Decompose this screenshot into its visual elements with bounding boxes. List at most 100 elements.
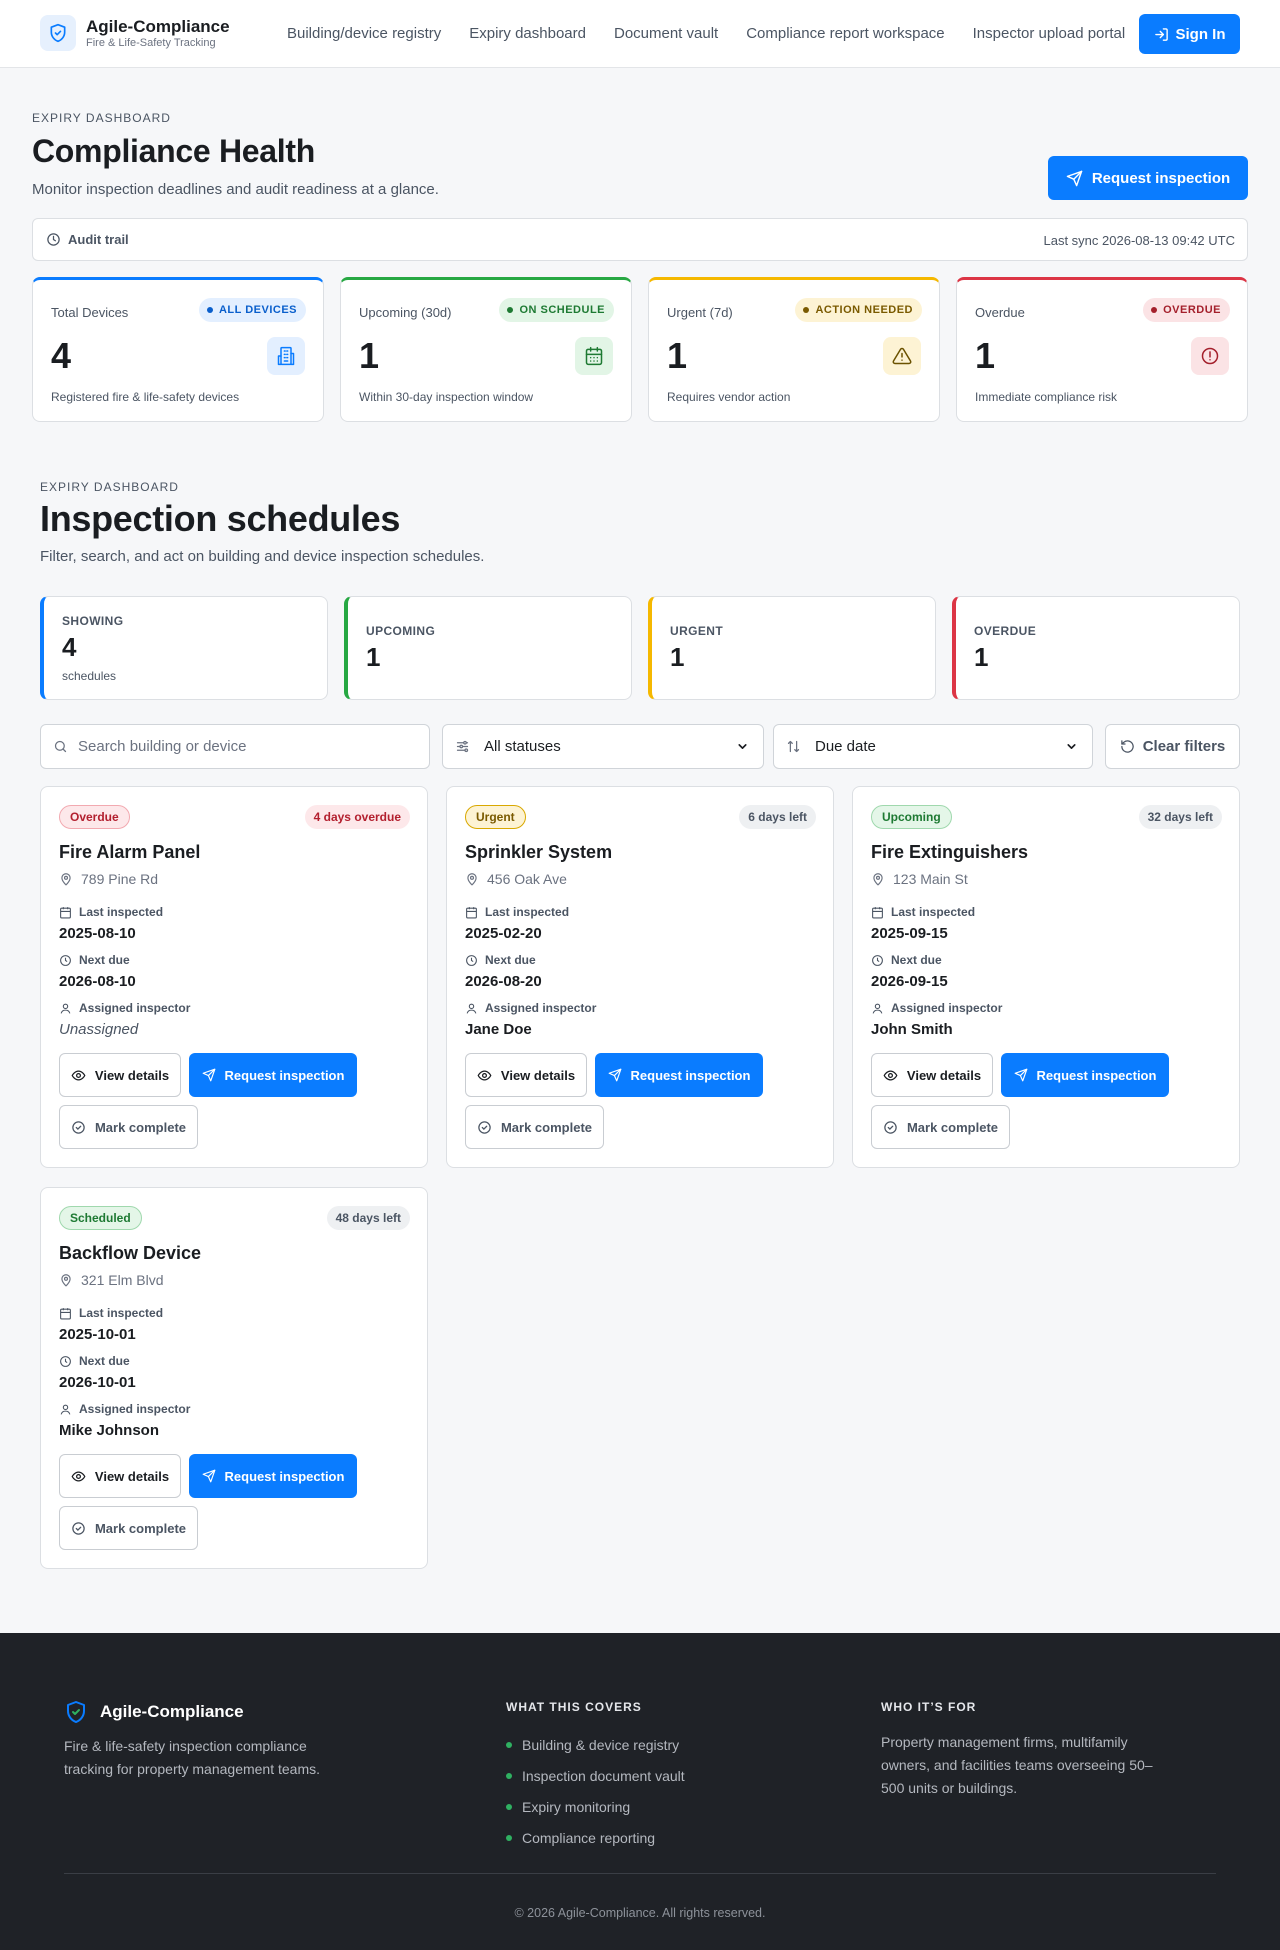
map-pin-icon [467, 873, 477, 886]
user-icon [60, 1404, 71, 1415]
next-due-value: 2026-09-15 [871, 973, 948, 990]
clear-filters-label: Clear filters [1142, 738, 1226, 755]
kpi-label: Overdue [975, 305, 1025, 320]
request-inspection-button[interactable]: Request inspection [189, 1454, 357, 1498]
kpi-label: Urgent (7d) [667, 305, 733, 320]
request-inspection-button[interactable]: Request inspection [189, 1053, 357, 1097]
status-badge: ACTION NEEDED [795, 298, 922, 322]
card-address: 321 Elm Blvd [59, 1272, 163, 1288]
inspector-label: Assigned inspector [871, 1001, 1002, 1015]
next-due-label: Next due [465, 953, 536, 967]
kpi-description: Requires vendor action [667, 390, 791, 404]
stat-card-overdue: OVERDUE 1 [952, 596, 1240, 700]
inspector-value: Unassigned [59, 1021, 139, 1038]
page-title: Compliance Health [32, 133, 315, 169]
sort-select[interactable]: Due date [773, 724, 1093, 769]
days-badge: 4 days overdue [304, 805, 410, 829]
request-inspection-label: Request inspection [1091, 169, 1231, 187]
nav-link-inspector-portal[interactable]: Inspector upload portal [972, 25, 1126, 42]
status-badge: Upcoming [871, 805, 952, 829]
search-placeholder: Search building or device [78, 738, 247, 755]
status-badge: ALL DEVICES [198, 298, 306, 322]
status-badge: Overdue [59, 805, 130, 829]
inspector-value: John Smith [871, 1021, 953, 1038]
last-inspected-label: Last inspected [465, 905, 569, 919]
clear-filters-button[interactable]: Clear filters [1105, 724, 1240, 769]
stat-value: 1 [366, 642, 381, 672]
last-inspected-value: 2025-02-20 [465, 925, 542, 942]
mark-complete-button[interactable]: Mark complete [59, 1105, 198, 1149]
kpi-value: 1 [975, 335, 996, 376]
view-details-button[interactable]: View details [59, 1454, 181, 1498]
request-inspection-button[interactable]: Request inspection [595, 1053, 763, 1097]
stat-label: UPCOMING [366, 624, 436, 638]
schedule-card: Overdue 4 days overdue Fire Alarm Panel … [40, 786, 428, 1168]
last-inspected-value: 2025-10-01 [59, 1326, 136, 1343]
check-circle-icon [72, 1521, 85, 1535]
card-title: Fire Alarm Panel [59, 842, 201, 862]
audit-trail-label: Audit trail [68, 232, 129, 247]
request-inspection-button[interactable]: Request inspection [1001, 1053, 1169, 1097]
stat-sub: schedules [62, 669, 117, 683]
user-icon [60, 1003, 71, 1014]
page-subtitle: Monitor inspection deadlines and audit r… [32, 181, 439, 198]
audit-trail-link[interactable]: Audit trail [46, 232, 129, 247]
sign-in-icon [1154, 27, 1168, 41]
chevron-down-icon [738, 744, 747, 749]
sign-in-button[interactable]: Sign In [1139, 14, 1240, 54]
nav-link-document-vault[interactable]: Document vault [613, 25, 719, 42]
last-sync-text: Last sync 2026-08-13 09:42 UTC [1043, 233, 1236, 248]
eye-icon [71, 1470, 86, 1482]
kpi-card-urgent: Urgent (7d) ACTION NEEDED 1 Requires ven… [648, 277, 940, 422]
nav-link-registry[interactable]: Building/device registry [287, 25, 442, 42]
nav-link-report-workspace[interactable]: Compliance report workspace [746, 25, 945, 42]
clock-icon [872, 954, 883, 966]
days-badge: 32 days left [1138, 805, 1222, 829]
search-icon [54, 740, 67, 753]
mark-complete-button[interactable]: Mark complete [59, 1506, 198, 1550]
brand-name: Agile-Compliance [86, 16, 230, 36]
brand[interactable]: Agile-Compliance Fire & Life-Safety Trac… [40, 15, 230, 51]
card-address: 789 Pine Rd [59, 871, 158, 887]
shield-check-icon [67, 1701, 85, 1723]
view-details-button[interactable]: View details [465, 1053, 587, 1097]
send-icon [608, 1068, 621, 1082]
request-inspection-button[interactable]: Request inspection [1048, 156, 1248, 200]
next-due-label: Next due [871, 953, 942, 967]
top-navbar: Agile-Compliance Fire & Life-Safety Trac… [0, 0, 1280, 68]
calendar-icon [60, 1307, 71, 1319]
send-icon [1066, 170, 1083, 186]
schedules-subtitle: Filter, search, and act on building and … [40, 548, 485, 565]
audit-trail-bar: Audit trail Last sync 2026-08-13 09:42 U… [32, 218, 1248, 261]
stat-label: OVERDUE [974, 624, 1037, 638]
last-inspected-label: Last inspected [871, 905, 975, 919]
footer-divider [64, 1873, 1216, 1874]
list-item: Building & device registry [506, 1729, 685, 1760]
stat-card-showing: SHOWING 4 schedules [40, 596, 328, 700]
view-details-button[interactable]: View details [871, 1053, 993, 1097]
calendar-icon [575, 337, 613, 375]
shield-check-icon [40, 15, 76, 51]
search-input[interactable]: Search building or device [40, 724, 430, 769]
kpi-card-total-devices: Total Devices ALL DEVICES 4 Registered f… [32, 277, 324, 422]
stat-value: 1 [974, 642, 989, 672]
mark-complete-button[interactable]: Mark complete [871, 1105, 1010, 1149]
view-details-button[interactable]: View details [59, 1053, 181, 1097]
list-item: Expiry monitoring [506, 1791, 685, 1822]
stat-value: 1 [670, 642, 685, 672]
mark-complete-button[interactable]: Mark complete [465, 1105, 604, 1149]
clock-icon [60, 1355, 71, 1367]
clock-icon [60, 954, 71, 966]
warning-icon [883, 337, 921, 375]
status-select[interactable]: All statuses [442, 724, 764, 769]
last-inspected-label: Last inspected [59, 1306, 163, 1320]
kpi-label: Upcoming (30d) [359, 305, 452, 320]
calendar-icon [872, 906, 883, 918]
map-pin-icon [61, 1274, 71, 1287]
card-title: Fire Extinguishers [871, 842, 1029, 862]
calendar-icon [60, 906, 71, 918]
nav-link-expiry-dashboard[interactable]: Expiry dashboard [469, 25, 586, 42]
next-due-value: 2026-08-10 [59, 973, 136, 990]
reset-icon [1120, 740, 1134, 753]
user-icon [872, 1003, 883, 1014]
